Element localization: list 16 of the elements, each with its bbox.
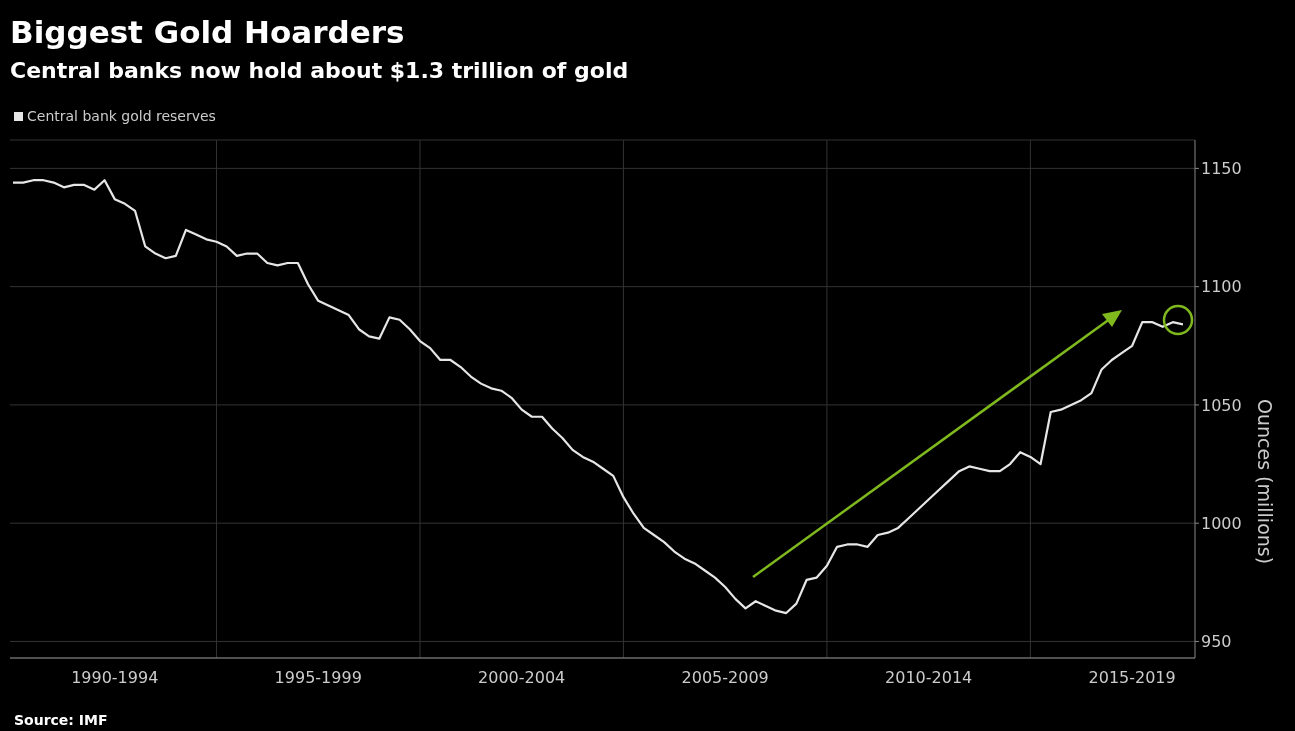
x-tick-label: 1995-1999 [274,668,362,688]
chart-subtitle: Central banks now hold about $1.3 trillion of gold [10,58,629,83]
y-tick-label: 950 [1201,632,1232,652]
y-axis-title: Ounces (millions) [1254,399,1277,565]
x-tick-label: 2010-2014 [885,668,973,688]
y-tick-label: 1100 [1201,277,1242,297]
chart-title: Biggest Gold Hoarders [10,14,405,50]
y-tick-label: 1000 [1201,513,1242,533]
y-tick-label: 1150 [1201,159,1242,179]
x-tick-label: 2000-2004 [478,668,566,688]
x-tick-label: 2005-2009 [681,668,769,688]
x-tick-label: 1990-1994 [71,668,159,688]
y-tick-label: 1050 [1201,395,1242,415]
x-tick-label: 2015-2019 [1088,668,1176,688]
source-note: Source: IMF [14,712,108,728]
legend-label: Central bank gold reserves [26,108,216,124]
